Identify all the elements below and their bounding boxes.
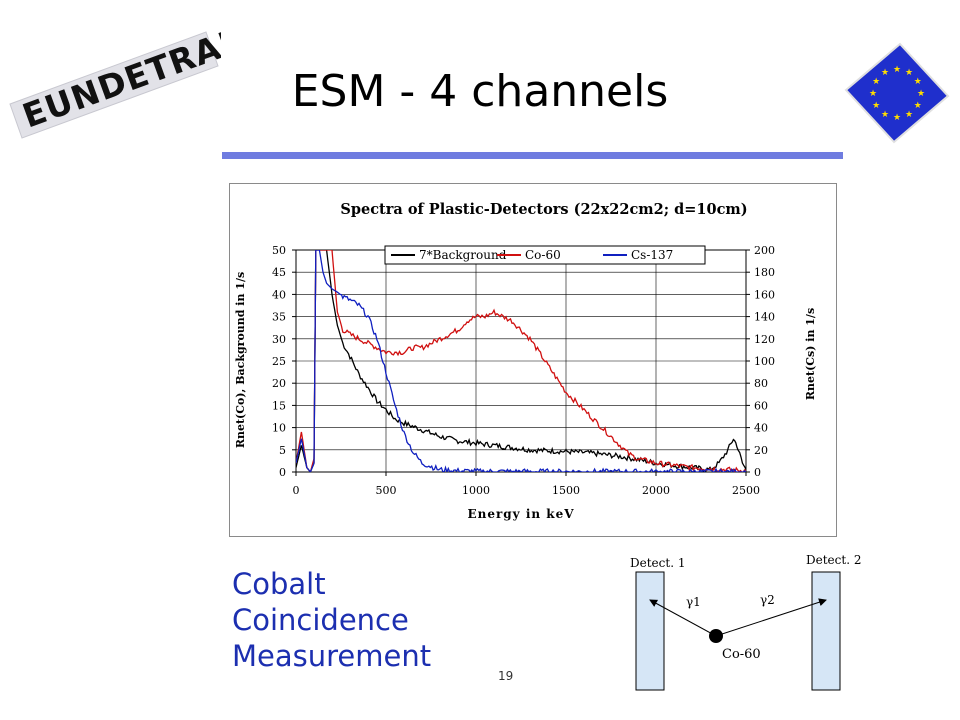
- legend-box: [384, 245, 706, 265]
- x-tick-label: 500: [376, 484, 397, 497]
- x-tick-label: 2500: [732, 484, 760, 497]
- flag-star-icon: ★: [914, 101, 922, 111]
- eundetraf-logo: EUNDETRAF: [9, 20, 221, 139]
- y-left-tick-label: 10: [272, 422, 286, 435]
- gamma-1-ray: [649, 599, 717, 637]
- flag-star-icon: ★: [872, 101, 880, 111]
- y-right-tick-label: 120: [754, 333, 775, 346]
- eu-flag-icon: ★★★★★★★★★ ★ ★★: [844, 42, 950, 144]
- y-right-tick-label: 60: [754, 399, 768, 412]
- y-left-tick-label: 0: [279, 466, 286, 479]
- flag-star-icon: ★: [905, 110, 913, 120]
- chart-frame: Spectra of Plastic-Detectors (22x22cm2; …: [229, 183, 837, 537]
- y-left-tick-label: 40: [272, 288, 286, 301]
- x-tick-label: 1500: [552, 484, 580, 497]
- x-tick-label: 2000: [642, 484, 670, 497]
- x-tick-label: 1000: [462, 484, 490, 497]
- co60-source: [709, 629, 723, 643]
- slide-caption: Cobalt Coincidence Measurement: [232, 566, 431, 674]
- y-axis-label-left: Rnet(Co), Background in 1/s: [234, 272, 247, 448]
- y-left-tick-label: 35: [272, 311, 286, 324]
- source-label: Co-60: [722, 647, 761, 662]
- y-right-tick-label: 140: [754, 311, 775, 324]
- y-right-tick-label: 180: [754, 266, 775, 279]
- y-left-tick-label: 15: [272, 399, 286, 412]
- legend-entry: 7*Background: [419, 248, 507, 262]
- x-axis-label: Energy in keV: [467, 507, 574, 521]
- detector-2-label: Detect. 2: [806, 553, 861, 567]
- flag-star-icon: ★: [905, 68, 913, 78]
- gamma-2-ray: [715, 598, 827, 637]
- y-left-tick-label: 20: [272, 377, 286, 390]
- page-number: 19: [498, 669, 514, 683]
- legend-entry: Co-60: [525, 248, 561, 262]
- title-underline: [222, 152, 843, 159]
- y-left-tick-label: 50: [272, 244, 286, 257]
- y-right-tick-label: 0: [754, 466, 761, 479]
- y-right-tick-label: 200: [754, 244, 775, 257]
- detector-1-label: Detect. 1: [630, 556, 685, 570]
- caption-line-2: Coincidence: [232, 603, 409, 637]
- flag-star-icon: ★: [881, 110, 889, 120]
- flag-star-icon: ★: [881, 68, 889, 78]
- spectra-chart: Spectra of Plastic-Detectors (22x22cm2; …: [234, 201, 817, 521]
- legend-entry: Cs-137: [631, 248, 673, 262]
- detector-1: [635, 571, 665, 691]
- gamma-2-label: γ2: [760, 593, 775, 607]
- y-left-tick-label: 30: [272, 333, 286, 346]
- y-left-tick-label: 45: [272, 266, 286, 279]
- y-left-tick-label: 5: [279, 444, 286, 457]
- gamma-1-label: γ1: [686, 595, 701, 609]
- flag-star-icon: ★: [872, 77, 880, 87]
- flag-star-icon: ★: [914, 77, 922, 87]
- series-line-2: [296, 250, 746, 472]
- series-line-3: [296, 250, 746, 472]
- flag-star-icon: ★: [917, 89, 925, 99]
- detector-2: [811, 571, 841, 691]
- flag-star-icon: ★: [893, 65, 901, 75]
- x-tick-label: 0: [293, 484, 300, 497]
- flag-star-icon: ★: [869, 89, 877, 99]
- caption-line-1: Cobalt: [232, 567, 326, 601]
- slide-title: ESM - 4 channels: [291, 66, 669, 117]
- chart-legend: 7*Background Co-60 Cs-137: [384, 245, 706, 265]
- y-left-tick-label: 25: [272, 355, 286, 368]
- flag-star-icon: ★: [893, 113, 901, 123]
- y-right-tick-label: 40: [754, 422, 768, 435]
- y-right-tick-label: 160: [754, 288, 775, 301]
- y-axis-label-right: Rnet(Cs) in 1/s: [804, 308, 817, 400]
- y-right-tick-label: 100: [754, 355, 775, 368]
- y-right-tick-label: 80: [754, 377, 768, 390]
- caption-line-3: Measurement: [232, 639, 432, 673]
- chart-title: Spectra of Plastic-Detectors (22x22cm2; …: [340, 201, 747, 218]
- y-right-tick-label: 20: [754, 444, 768, 457]
- coincidence-diagram: Detect. 1 Detect. 2 γ1 γ2 Co-60: [630, 553, 861, 691]
